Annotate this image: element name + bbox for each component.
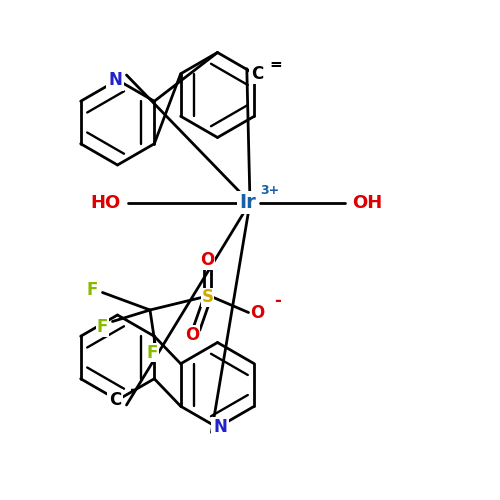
Text: S: S [202,288,213,306]
Text: F: F [97,318,108,336]
Text: C: C [250,64,263,82]
Text: HO: HO [90,194,120,212]
Text: O: O [186,326,200,344]
Text: N: N [108,71,122,89]
Text: F: F [87,281,98,299]
Text: F: F [147,344,158,361]
Text: 3+: 3+ [260,184,280,196]
Text: =: = [269,57,281,72]
Text: C: C [109,391,121,409]
Text: -: - [130,381,137,399]
Text: N: N [213,418,227,436]
Text: -: - [274,292,281,310]
Text: O: O [250,304,264,322]
Text: OH: OH [352,194,382,212]
Text: O: O [200,251,214,269]
Text: Ir: Ir [239,193,256,212]
